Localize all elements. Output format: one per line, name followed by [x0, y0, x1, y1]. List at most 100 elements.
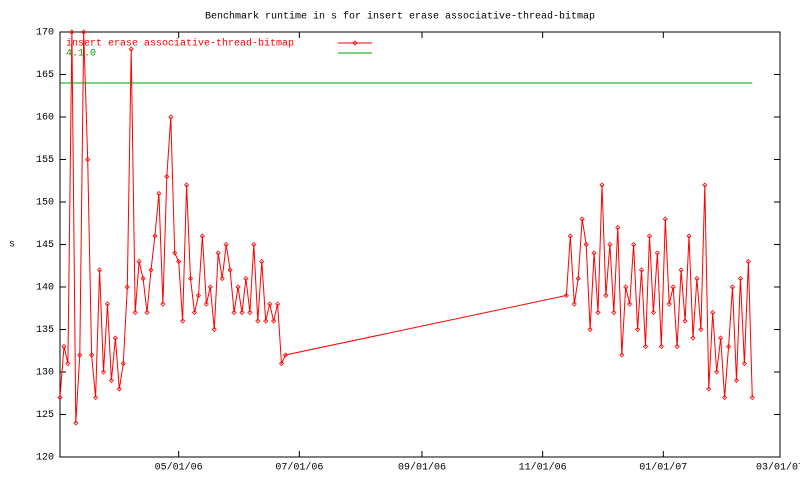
- data-point: [646, 233, 653, 239]
- data-point: [176, 258, 182, 265]
- y-tick-label: 170: [36, 28, 54, 39]
- data-point: [619, 352, 625, 358]
- data-point: [678, 267, 684, 273]
- data-point: [694, 275, 700, 282]
- data-point: [85, 156, 91, 163]
- y-tick-label: 165: [36, 70, 54, 81]
- data-point: [207, 284, 213, 290]
- data-point: [172, 250, 178, 256]
- data-point: [108, 377, 114, 384]
- data-point: [89, 352, 95, 358]
- data-point: [658, 343, 664, 350]
- data-point: [278, 360, 285, 367]
- data-point: [168, 114, 174, 120]
- data-point: [140, 275, 146, 282]
- data-point: [729, 284, 736, 290]
- data-point: [251, 241, 257, 248]
- data-point: [57, 394, 63, 401]
- data-point: [255, 318, 261, 324]
- data-point: [160, 301, 166, 307]
- data-point: [267, 301, 273, 307]
- data-point: [579, 216, 585, 222]
- data-point: [650, 309, 656, 316]
- data-point: [282, 352, 289, 358]
- data-point: [666, 301, 672, 307]
- data-point: [156, 190, 162, 197]
- data-point: [567, 233, 573, 239]
- data-point: [607, 241, 613, 248]
- data-point: [710, 309, 716, 316]
- data-point: [718, 335, 724, 341]
- data-point: [587, 326, 593, 333]
- y-tick-label: 150: [36, 198, 54, 209]
- data-point: [69, 29, 75, 35]
- data-point: [132, 309, 138, 316]
- data-point: [737, 275, 744, 282]
- chart-title: Benchmark runtime in s for insert erase …: [205, 11, 595, 23]
- legend-label: insert erase associative-thread-bitmap: [66, 38, 294, 50]
- data-point: [714, 369, 720, 375]
- data-point: [702, 182, 708, 188]
- data-point: [180, 318, 186, 324]
- data-point: [615, 224, 621, 231]
- data-point: [583, 241, 589, 248]
- data-point: [635, 326, 641, 333]
- data-point: [563, 292, 569, 299]
- data-point: [662, 216, 668, 222]
- data-point: [654, 250, 660, 256]
- x-tick-label: 01/01/07: [639, 462, 687, 474]
- data-point: [631, 241, 637, 248]
- data-point: [199, 233, 205, 239]
- y-tick-label: 135: [36, 325, 54, 336]
- data-point: [100, 369, 107, 375]
- data-point: [690, 335, 696, 341]
- series-line: [59, 31, 753, 424]
- x-tick-label: 03/01/07: [756, 462, 800, 474]
- data-point: [116, 386, 122, 392]
- data-point: [211, 326, 217, 333]
- x-tick-label: 05/01/06: [155, 462, 203, 474]
- data-point: [120, 360, 126, 367]
- data-point: [219, 275, 225, 282]
- y-tick-label: 140: [36, 283, 54, 294]
- data-point: [195, 292, 202, 299]
- data-point: [642, 343, 649, 350]
- data-point: [247, 309, 253, 316]
- y-tick-label: 125: [36, 410, 54, 421]
- data-point: [674, 343, 680, 350]
- data-point: [77, 352, 83, 358]
- data-point: [124, 284, 130, 290]
- data-point: [231, 309, 237, 316]
- data-point: [275, 301, 281, 307]
- y-tick-label: 160: [36, 113, 54, 124]
- data-point: [599, 182, 605, 188]
- data-point: [733, 377, 740, 384]
- data-point: [726, 343, 732, 350]
- data-point: [575, 275, 581, 282]
- x-tick-label: 11/01/06: [519, 462, 567, 474]
- data-point: [65, 360, 71, 367]
- data-point: [749, 394, 755, 401]
- data-point: [741, 360, 747, 367]
- data-point: [148, 267, 154, 273]
- data-point: [81, 29, 87, 35]
- data-point: [73, 420, 79, 426]
- data-point: [235, 284, 241, 290]
- data-point: [627, 301, 633, 307]
- y-tick-label: 155: [36, 155, 54, 166]
- data-point: [591, 250, 597, 256]
- data-point: [184, 182, 190, 188]
- data-point: [215, 250, 221, 256]
- data-point: [623, 284, 629, 290]
- data-point: [670, 284, 676, 290]
- data-point: [706, 386, 712, 392]
- data-point: [152, 233, 158, 239]
- x-tick-label: 09/01/06: [398, 462, 446, 474]
- data-point: [638, 267, 645, 273]
- data-point: [745, 258, 751, 265]
- data-point: [223, 241, 229, 248]
- data-point: [239, 309, 245, 316]
- data-point: [271, 318, 277, 324]
- data-point: [611, 309, 617, 316]
- data-point: [595, 309, 601, 316]
